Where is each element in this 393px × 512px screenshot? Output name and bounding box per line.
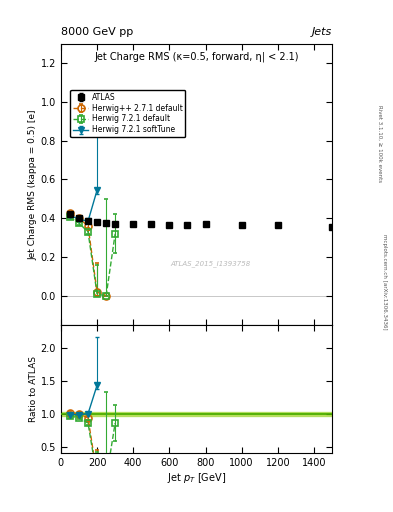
Text: 8000 GeV pp: 8000 GeV pp: [61, 27, 133, 37]
Legend: ATLAS, Herwig++ 2.7.1 default, Herwig 7.2.1 default, Herwig 7.2.1 softTune: ATLAS, Herwig++ 2.7.1 default, Herwig 7.…: [70, 90, 185, 137]
Text: mcplots.cern.ch [arXiv:1306.3436]: mcplots.cern.ch [arXiv:1306.3436]: [382, 234, 387, 329]
Text: Jets: Jets: [312, 27, 332, 37]
Text: Rivet 3.1.10, ≥ 100k events: Rivet 3.1.10, ≥ 100k events: [377, 105, 382, 182]
Text: ATLAS_2015_I1393758: ATLAS_2015_I1393758: [170, 260, 250, 267]
X-axis label: Jet $p_T$ [GeV]: Jet $p_T$ [GeV]: [167, 471, 226, 485]
Text: Jet Charge RMS (κ=0.5, forward, η| < 2.1): Jet Charge RMS (κ=0.5, forward, η| < 2.1…: [94, 52, 299, 62]
Bar: [61, 412, 332, 416]
Y-axis label: Ratio to ATLAS: Ratio to ATLAS: [29, 356, 38, 422]
Y-axis label: Jet Charge RMS (kappa = 0.5) [e]: Jet Charge RMS (kappa = 0.5) [e]: [29, 109, 38, 260]
